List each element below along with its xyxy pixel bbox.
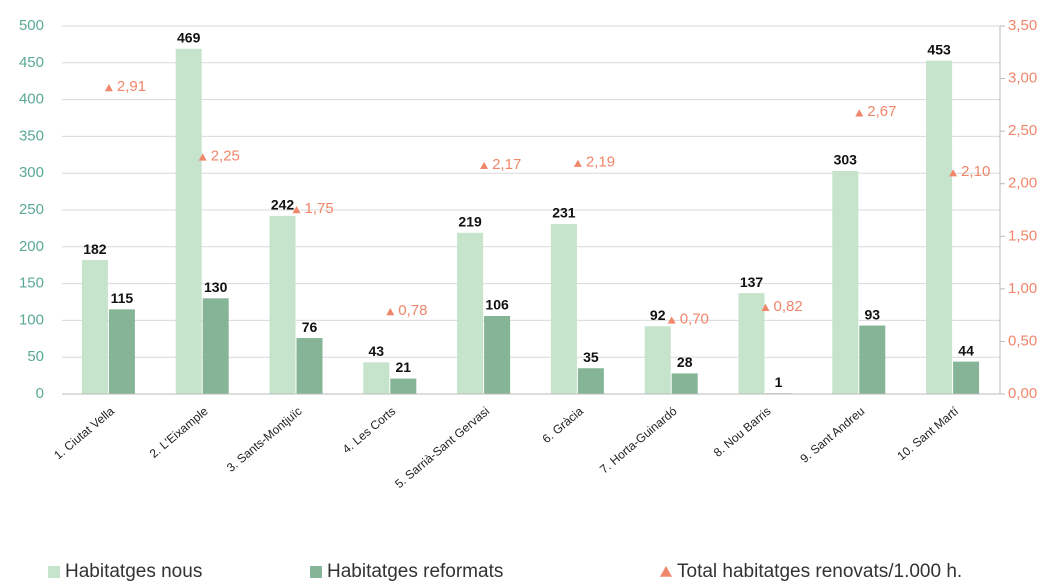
y-tick-label: 250: [19, 201, 44, 218]
data-label: 0,70: [680, 310, 709, 327]
triangle-marker: [198, 153, 207, 161]
y2-tick-label: 3,00: [1008, 70, 1037, 87]
y-tick-label: 0: [36, 385, 44, 402]
data-label: 130: [204, 279, 228, 295]
y-tick-label: 100: [19, 311, 44, 328]
bar: [390, 378, 417, 394]
y-tick-label: 300: [19, 164, 44, 181]
y2-tick-label: 1,00: [1008, 280, 1037, 297]
data-label: 469: [177, 30, 201, 46]
data-label: 453: [927, 41, 951, 57]
triangle-marker: [386, 307, 395, 316]
x-tick-label: 10. Sant Martí: [894, 404, 961, 464]
triangle-marker: [855, 109, 864, 117]
x-tick-label: 1. Ciutat Vella: [51, 404, 117, 463]
data-label: 231: [552, 205, 576, 221]
data-label: 76: [302, 319, 318, 335]
x-tick-label: 5. Sarrià-Sant Gervasi: [392, 404, 492, 491]
y2-tick-label: 2,00: [1008, 175, 1037, 192]
bar: [671, 373, 698, 394]
bar: [108, 309, 135, 394]
bar: [738, 293, 765, 394]
triangle-marker: [949, 169, 958, 177]
bar: [644, 326, 671, 394]
bar: [859, 325, 886, 394]
y2-tick-label: 3,50: [1008, 17, 1037, 34]
x-tick-label: 6. Gràcia: [540, 404, 587, 446]
data-label: 21: [396, 359, 412, 375]
bar: [577, 368, 604, 394]
y-tick-label: 50: [27, 348, 44, 365]
bar: [296, 338, 323, 394]
triangle-marker: [761, 303, 770, 311]
y2-tick-label: 0,00: [1008, 385, 1037, 402]
data-label: 2,67: [867, 103, 896, 120]
data-label: 242: [271, 197, 295, 213]
x-tick-label: 2. L'Eixample: [147, 404, 211, 461]
bar: [457, 232, 484, 394]
bar: [953, 361, 980, 394]
y-tick-label: 350: [19, 127, 44, 144]
data-label: 303: [834, 152, 858, 168]
data-label: 1,75: [305, 200, 334, 217]
data-label: 93: [865, 306, 881, 322]
x-tick-label: 9. Sant Andreu: [797, 404, 867, 466]
x-tick-label: 4. Les Corts: [340, 404, 399, 456]
legend-label: Total habitatges renovats/1.000 h.: [677, 561, 962, 582]
legend-label: Habitatges reformats: [327, 561, 503, 582]
x-tick-label: 3. Sants-Montjuïc: [224, 404, 305, 475]
data-label: 106: [485, 297, 509, 313]
data-label: 92: [650, 307, 666, 323]
bar: [269, 215, 296, 394]
legend-marker: [660, 566, 672, 577]
data-label: 2,10: [961, 163, 990, 180]
legend-marker: [310, 566, 322, 578]
data-label: 35: [583, 349, 599, 365]
y-tick-label: 150: [19, 275, 44, 292]
y-tick-label: 400: [19, 91, 44, 108]
data-label: 0,78: [398, 302, 427, 319]
y-tick-label: 200: [19, 238, 44, 255]
bar: [363, 362, 390, 394]
y2-tick-label: 1,50: [1008, 227, 1037, 244]
data-label: 28: [677, 354, 693, 370]
data-label: 137: [740, 274, 764, 290]
triangle-marker: [480, 161, 489, 170]
data-label: 182: [83, 241, 107, 257]
bar: [832, 170, 859, 394]
triangle-marker: [104, 84, 113, 92]
data-label: 115: [111, 290, 134, 306]
data-label: 1: [775, 374, 783, 390]
data-label: 2,91: [117, 78, 146, 95]
x-tick-label: 8. Nou Barris: [711, 404, 774, 460]
data-label: 219: [458, 214, 482, 230]
bar: [484, 315, 511, 394]
triangle-marker: [667, 316, 676, 324]
bar: [926, 60, 953, 394]
x-tick-label: 7. Horta-Guinardó: [597, 404, 680, 477]
data-label: 0,82: [774, 298, 803, 315]
data-label: 2,25: [211, 147, 240, 164]
data-label: 44: [958, 342, 974, 358]
data-label: 2,19: [586, 154, 615, 171]
bar: [202, 298, 229, 394]
y-tick-label: 500: [19, 17, 44, 34]
bar: [175, 48, 202, 394]
triangle-marker: [292, 206, 301, 214]
y2-tick-label: 0,50: [1008, 332, 1037, 349]
legend-label: Habitatges nous: [65, 561, 202, 582]
data-label: 43: [369, 343, 385, 359]
bar: [550, 223, 577, 394]
bar: [81, 260, 108, 394]
data-label: 2,17: [492, 156, 521, 173]
triangle-marker: [573, 159, 582, 167]
y-tick-label: 450: [19, 54, 44, 71]
legend-marker: [48, 566, 60, 578]
y2-tick-label: 2,50: [1008, 122, 1037, 139]
